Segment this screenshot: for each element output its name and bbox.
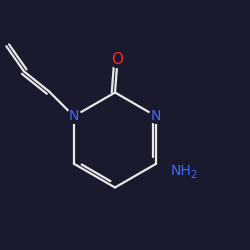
Text: O: O bbox=[112, 52, 124, 68]
Text: N: N bbox=[151, 109, 161, 123]
Text: 2: 2 bbox=[190, 170, 196, 180]
Text: NH: NH bbox=[171, 164, 192, 178]
Text: N: N bbox=[69, 109, 79, 123]
Circle shape bbox=[173, 161, 194, 182]
Circle shape bbox=[149, 109, 163, 123]
Circle shape bbox=[110, 52, 125, 68]
Circle shape bbox=[67, 109, 81, 123]
